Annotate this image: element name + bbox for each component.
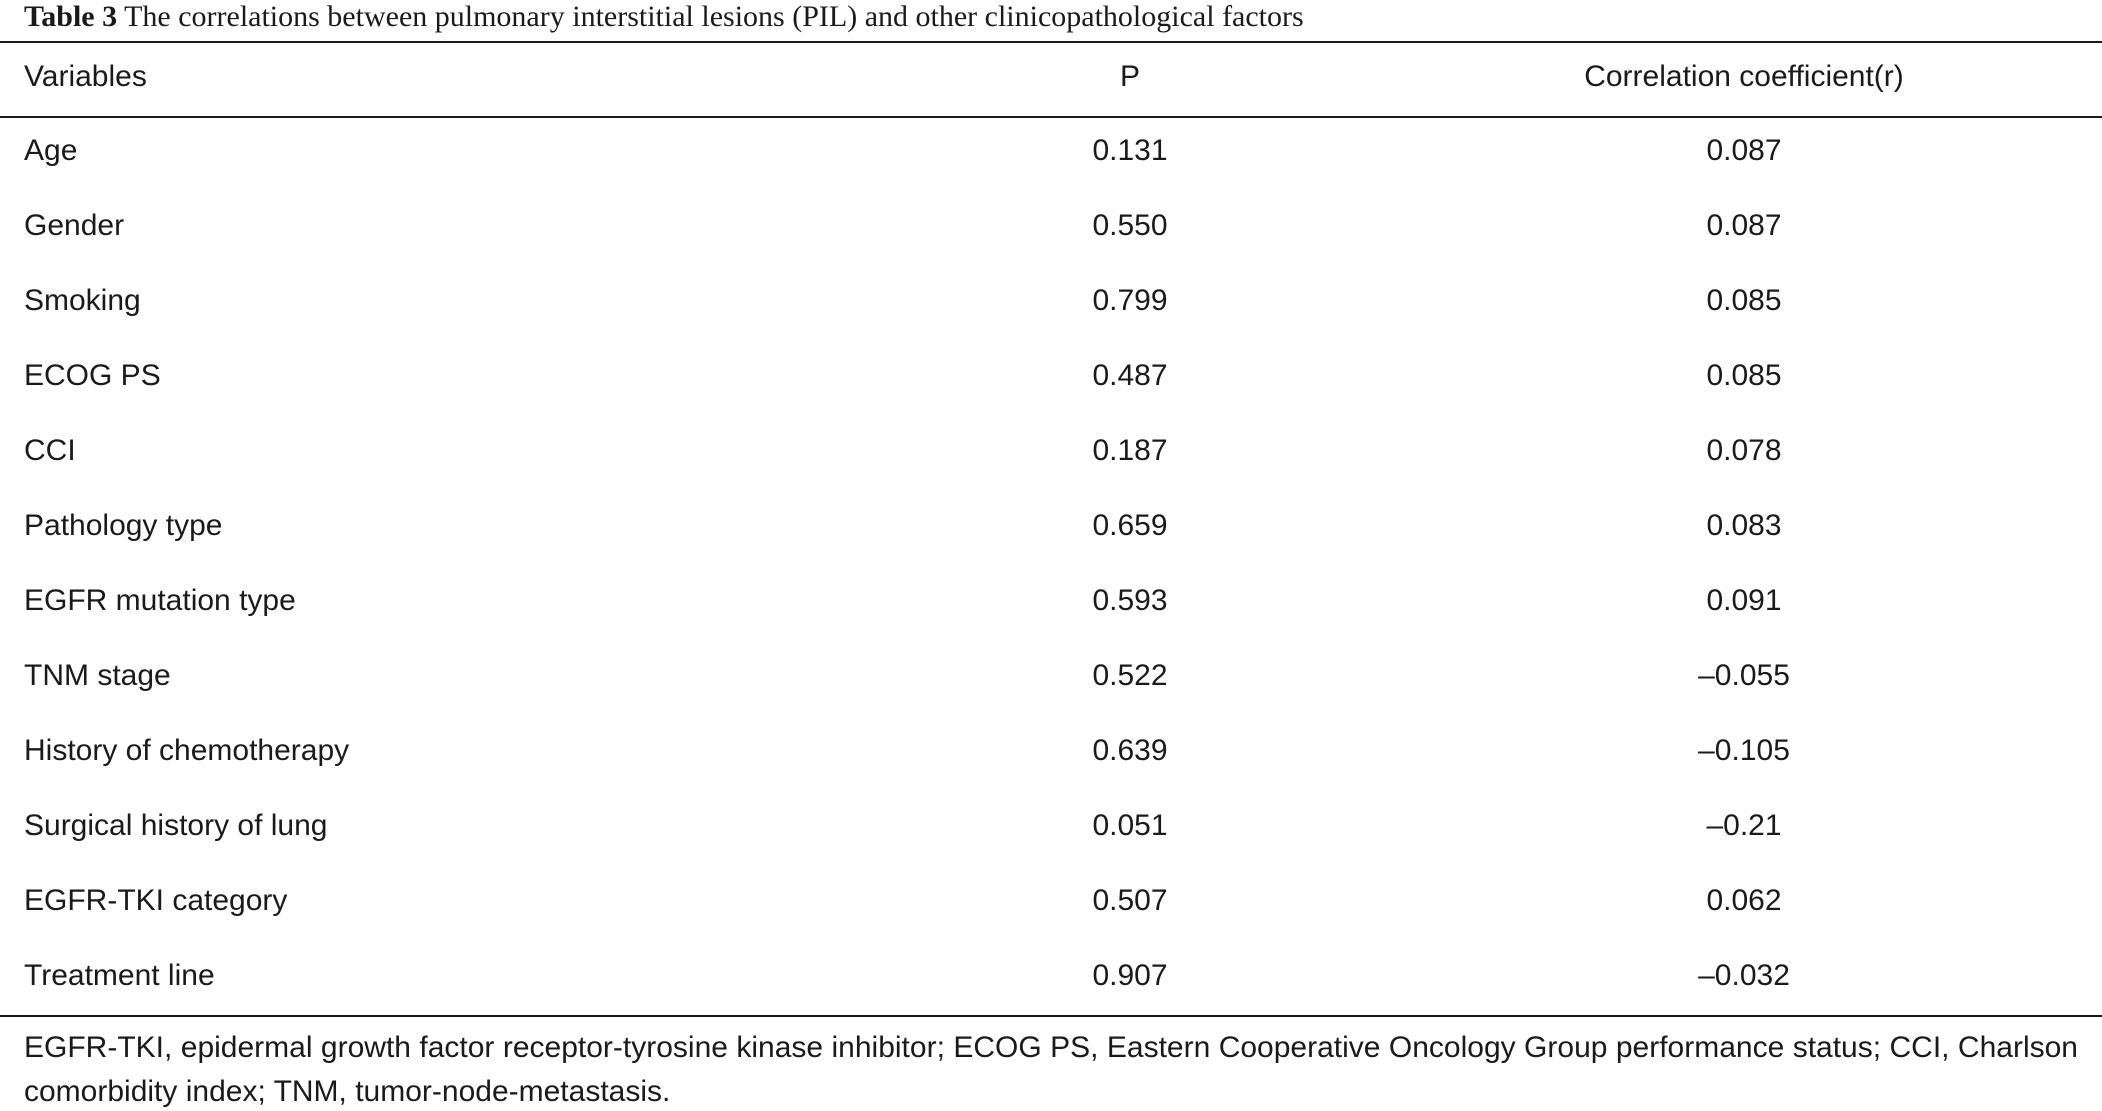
cell: –0.21	[1706, 809, 1782, 842]
row-label: Age	[24, 134, 78, 167]
cell: 0.083	[1706, 509, 1782, 542]
cell: 0.085	[1706, 359, 1782, 392]
header-cell: P	[1119, 60, 1141, 93]
cell: 0.593	[1092, 584, 1168, 617]
row-label: Gender	[24, 209, 125, 242]
footnote: EGFR-TKI, epidermal growth factor recept…	[24, 1031, 2078, 1108]
table-caption: The correlations between pulmonary inter…	[124, 0, 1304, 33]
cell: –0.105	[1698, 734, 1790, 767]
cell: 0.659	[1092, 509, 1168, 542]
row-label: ECOG PS	[24, 359, 161, 392]
bottom-rule	[0, 1015, 2102, 1017]
header-cell: Correlation coefficient(r)	[1584, 60, 1904, 93]
header-cell: Variables	[24, 60, 147, 93]
cell: –0.032	[1698, 959, 1790, 992]
cell: 0.085	[1706, 284, 1782, 317]
row-label: EGFR-TKI category	[24, 884, 288, 917]
cell: 0.087	[1706, 134, 1782, 167]
row-label: EGFR mutation type	[24, 584, 296, 617]
cell: 0.522	[1092, 659, 1168, 692]
cell: 0.487	[1092, 359, 1168, 392]
cell: 0.091	[1706, 584, 1782, 617]
row-label: Surgical history of lung	[24, 809, 328, 842]
cell: 0.550	[1092, 209, 1168, 242]
row-label: TNM stage	[24, 659, 171, 692]
cell: 0.087	[1706, 209, 1782, 242]
cell: 0.799	[1092, 284, 1168, 317]
table-title: Table 3 The correlations between pulmona…	[24, 0, 1304, 34]
header-rule	[0, 116, 2102, 118]
cell: 0.639	[1092, 734, 1168, 767]
cell: –0.055	[1698, 659, 1790, 692]
row-label: History of chemotherapy	[24, 734, 350, 767]
row-label: Treatment line	[24, 959, 215, 992]
cell: 0.131	[1092, 134, 1168, 167]
cell: 0.062	[1706, 884, 1782, 917]
cell: 0.051	[1092, 809, 1168, 842]
row-label: Pathology type	[24, 509, 223, 542]
cell: 0.078	[1706, 434, 1782, 467]
row-label: CCI	[24, 434, 76, 467]
cell: 0.507	[1092, 884, 1168, 917]
cell: 0.907	[1092, 959, 1168, 992]
cell: 0.187	[1092, 434, 1168, 467]
table-label: Table 3	[24, 0, 118, 33]
top-rule	[0, 41, 2102, 43]
row-label: Smoking	[24, 284, 141, 317]
